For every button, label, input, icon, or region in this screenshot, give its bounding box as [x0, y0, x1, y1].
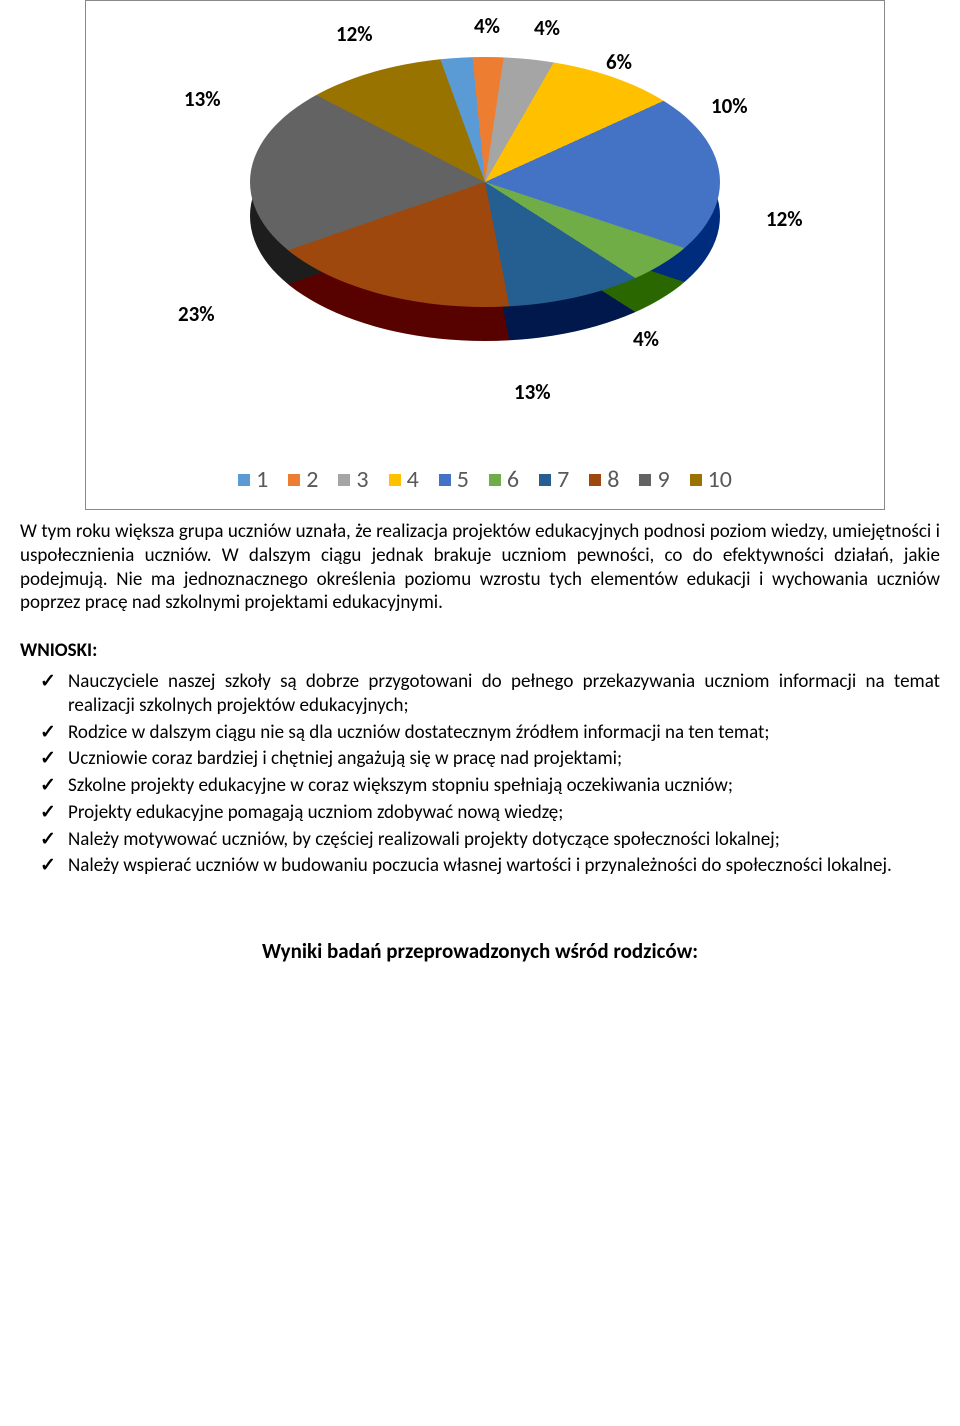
pie-chart: 4% 4% 6% 10% 12% 4% 13% 23% 13% 12% 1 2 3 4 5 6 7 8 9 10 [85, 0, 885, 510]
legend-item: 2 [288, 465, 318, 494]
slice-label: 6% [606, 49, 632, 75]
slice-label: 23% [178, 301, 215, 327]
conclusions-heading: WNIOSKI: [20, 639, 940, 662]
conclusion-item: Szkolne projekty edukacyjne w coraz więk… [68, 774, 940, 798]
legend-item: 6 [489, 465, 519, 494]
conclusion-item: Projekty edukacyjne pomagają uczniom zdo… [68, 801, 940, 825]
conclusion-item: Należy wspierać uczniów w budowaniu pocz… [68, 854, 940, 878]
legend-swatch [389, 474, 401, 486]
footer-title: Wyniki badań przeprowadzonych wśród rodz… [20, 938, 940, 964]
legend-label: 8 [607, 465, 619, 494]
slice-label: 12% [336, 21, 373, 47]
conclusion-item: Nauczyciele naszej szkoły są dobrze przy… [68, 670, 940, 718]
legend-swatch [690, 474, 702, 486]
conclusion-item: Należy motywować uczniów, by częściej re… [68, 828, 940, 852]
slice-label: 4% [633, 326, 659, 352]
legend-label: 2 [306, 465, 318, 494]
slice-label: 13% [514, 379, 551, 405]
legend-swatch [338, 474, 350, 486]
slice-label: 13% [184, 86, 221, 112]
intro-paragraph: W tym roku większa grupa uczniów uznała,… [20, 520, 940, 615]
legend-label: 10 [708, 465, 732, 494]
legend-item: 7 [539, 465, 569, 494]
conclusion-item: Rodzice w dalszym ciągu nie są dla uczni… [68, 721, 940, 745]
pie-3d [250, 57, 720, 357]
legend-label: 5 [457, 465, 469, 494]
legend-swatch [288, 474, 300, 486]
conclusions-list: Nauczyciele naszej szkoły są dobrze przy… [20, 670, 940, 878]
legend-swatch [539, 474, 551, 486]
legend-item: 3 [338, 465, 368, 494]
legend-label: 7 [557, 465, 569, 494]
conclusion-item: Uczniowie coraz bardziej i chętniej anga… [68, 747, 940, 771]
legend-label: 9 [657, 465, 669, 494]
legend-swatch [439, 474, 451, 486]
slice-label: 4% [474, 13, 500, 39]
chart-legend: 1 2 3 4 5 6 7 8 9 10 [86, 465, 884, 494]
legend-item: 8 [589, 465, 619, 494]
legend-label: 1 [256, 465, 268, 494]
legend-swatch [589, 474, 601, 486]
pie-area: 4% 4% 6% 10% 12% 4% 13% 23% 13% 12% [86, 1, 884, 431]
legend-swatch [238, 474, 250, 486]
legend-item: 1 [238, 465, 268, 494]
slice-label: 10% [711, 93, 748, 119]
legend-item: 10 [690, 465, 732, 494]
legend-label: 6 [507, 465, 519, 494]
legend-item: 5 [439, 465, 469, 494]
legend-item: 9 [639, 465, 669, 494]
legend-swatch [639, 474, 651, 486]
legend-item: 4 [389, 465, 419, 494]
legend-swatch [489, 474, 501, 486]
legend-label: 4 [407, 465, 419, 494]
slice-label: 12% [766, 206, 803, 232]
legend-label: 3 [356, 465, 368, 494]
slice-label: 4% [534, 15, 560, 41]
